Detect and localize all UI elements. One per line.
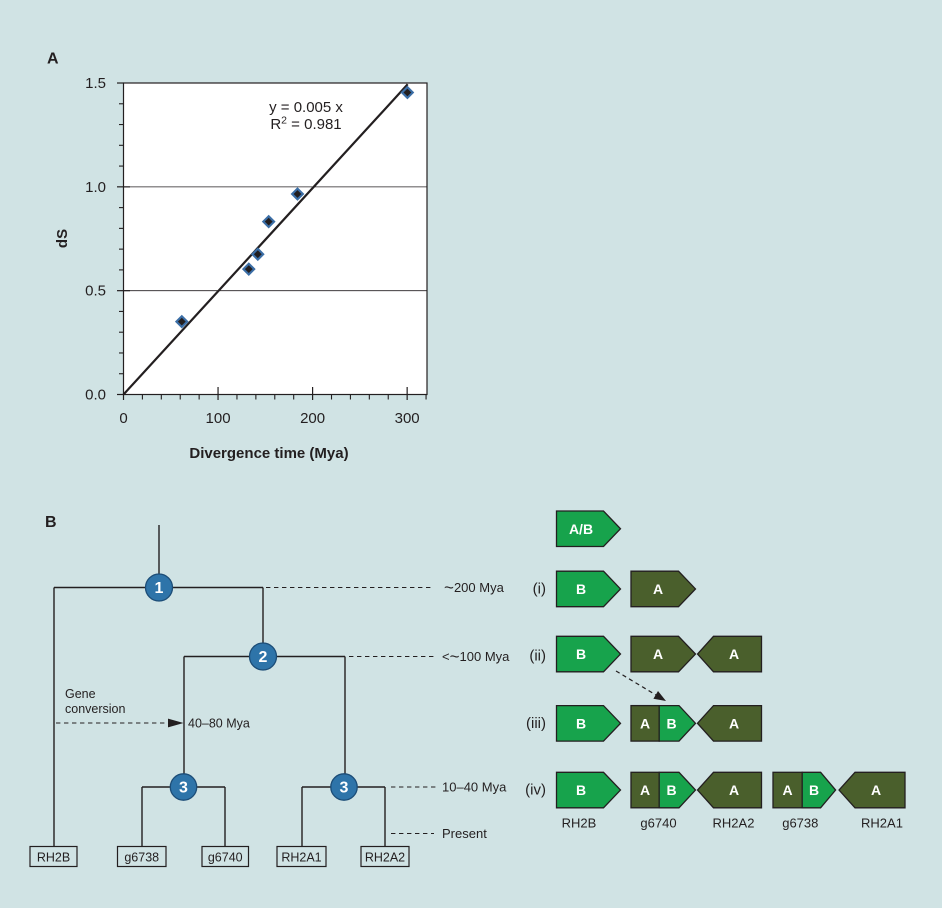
svg-text:A: A	[653, 646, 663, 662]
svg-text:10–40 Mya: 10–40 Mya	[442, 780, 507, 795]
svg-text:g6738: g6738	[782, 816, 818, 831]
svg-text:A: A	[729, 782, 739, 798]
svg-text:A: A	[782, 782, 792, 798]
svg-text:3: 3	[179, 780, 188, 797]
svg-text:RH2B: RH2B	[37, 851, 70, 865]
svg-text:g6740: g6740	[208, 851, 243, 865]
svg-text:y = 0.005 x: y = 0.005 x	[269, 99, 343, 116]
svg-text:A: A	[640, 782, 650, 798]
svg-text:1: 1	[155, 580, 164, 597]
svg-text:0: 0	[119, 410, 127, 427]
svg-text:40–80 Mya: 40–80 Mya	[188, 717, 250, 731]
svg-text:A: A	[47, 51, 59, 68]
svg-text:Divergence time (Mya): Divergence time (Mya)	[189, 445, 348, 462]
svg-text:1.0: 1.0	[85, 179, 106, 196]
svg-text:RH2A1: RH2A1	[861, 816, 903, 831]
svg-text:100: 100	[206, 410, 231, 427]
svg-text:B: B	[666, 715, 676, 731]
svg-text:B: B	[809, 782, 819, 798]
svg-text:B: B	[576, 646, 586, 662]
svg-text:B: B	[576, 782, 586, 798]
svg-text:~200 Mya: ~200 Mya	[444, 578, 505, 597]
svg-text:(iv): (iv)	[525, 782, 546, 799]
svg-text:(i): (i)	[533, 581, 546, 598]
svg-text:conversion: conversion	[65, 702, 125, 716]
svg-text:2: 2	[259, 649, 268, 666]
svg-text:0.5: 0.5	[85, 283, 106, 300]
svg-text:RH2A1: RH2A1	[281, 851, 321, 865]
svg-text:A/B: A/B	[569, 521, 593, 537]
svg-text:(iii): (iii)	[526, 715, 546, 732]
svg-text:1.5: 1.5	[85, 75, 106, 92]
svg-text:<~100 Mya: <~100 Mya	[442, 647, 510, 666]
svg-text:RH2A2: RH2A2	[713, 816, 755, 831]
svg-text:A: A	[640, 715, 650, 731]
svg-text:A: A	[729, 646, 739, 662]
svg-text:Present: Present	[442, 826, 487, 841]
svg-text:A: A	[653, 581, 663, 597]
svg-text:3: 3	[340, 780, 349, 797]
svg-text:200: 200	[300, 410, 325, 427]
svg-text:B: B	[576, 715, 586, 731]
svg-text:300: 300	[395, 410, 420, 427]
svg-text:B: B	[666, 782, 676, 798]
svg-text:A: A	[729, 715, 739, 731]
svg-text:RH2B: RH2B	[562, 816, 597, 831]
svg-text:B: B	[576, 581, 586, 597]
svg-text:B: B	[45, 514, 57, 531]
svg-text:g6738: g6738	[124, 851, 159, 865]
svg-text:g6740: g6740	[640, 816, 676, 831]
svg-text:dS: dS	[54, 229, 71, 248]
svg-text:A: A	[871, 782, 881, 798]
svg-text:Gene: Gene	[65, 687, 96, 701]
svg-text:RH2A2: RH2A2	[365, 851, 405, 865]
svg-text:R2 = 0.981: R2 = 0.981	[270, 115, 341, 134]
svg-text:(ii): (ii)	[529, 648, 546, 665]
svg-text:0.0: 0.0	[85, 387, 106, 404]
